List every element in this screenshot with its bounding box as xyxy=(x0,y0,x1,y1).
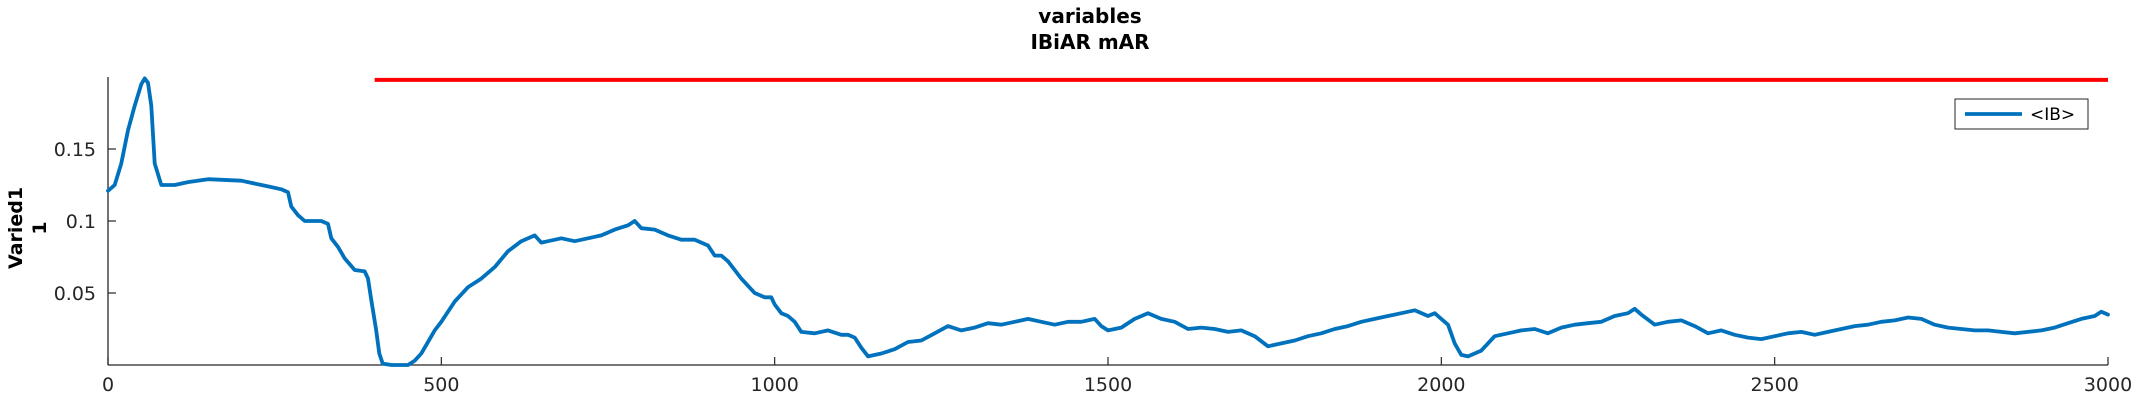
chart-title: variables xyxy=(1038,4,1141,28)
x-tick-label: 3000 xyxy=(2084,374,2132,396)
chart-subtitle: IBiAR mAR xyxy=(1030,30,1149,54)
y-tick-label: 0.1 xyxy=(66,211,96,233)
y-axis-label: Varied1 xyxy=(5,187,27,269)
axes xyxy=(107,77,2108,366)
legend-label-ib: <IB> xyxy=(2030,105,2075,125)
x-tick-label: 1000 xyxy=(750,374,798,396)
x-tick-label: 0 xyxy=(102,374,114,396)
y-tick-label: 0.15 xyxy=(54,139,96,161)
y-tick-label: 0.05 xyxy=(54,283,96,305)
y-axis-label-second-line: 1 xyxy=(29,221,51,234)
x-tick-label: 2000 xyxy=(1417,374,1465,396)
x-tick-label: 2500 xyxy=(1750,374,1798,396)
series-line-ib xyxy=(106,76,2110,367)
x-ticks: 0 500 1000 1500 2000 2500 3000 xyxy=(102,357,2132,396)
x-tick-label: 1500 xyxy=(1084,374,1132,396)
legend: <IB> xyxy=(1954,98,2089,130)
y-ticks: 0.05 0.1 0.15 xyxy=(54,139,116,305)
x-tick-label: 500 xyxy=(423,374,459,396)
